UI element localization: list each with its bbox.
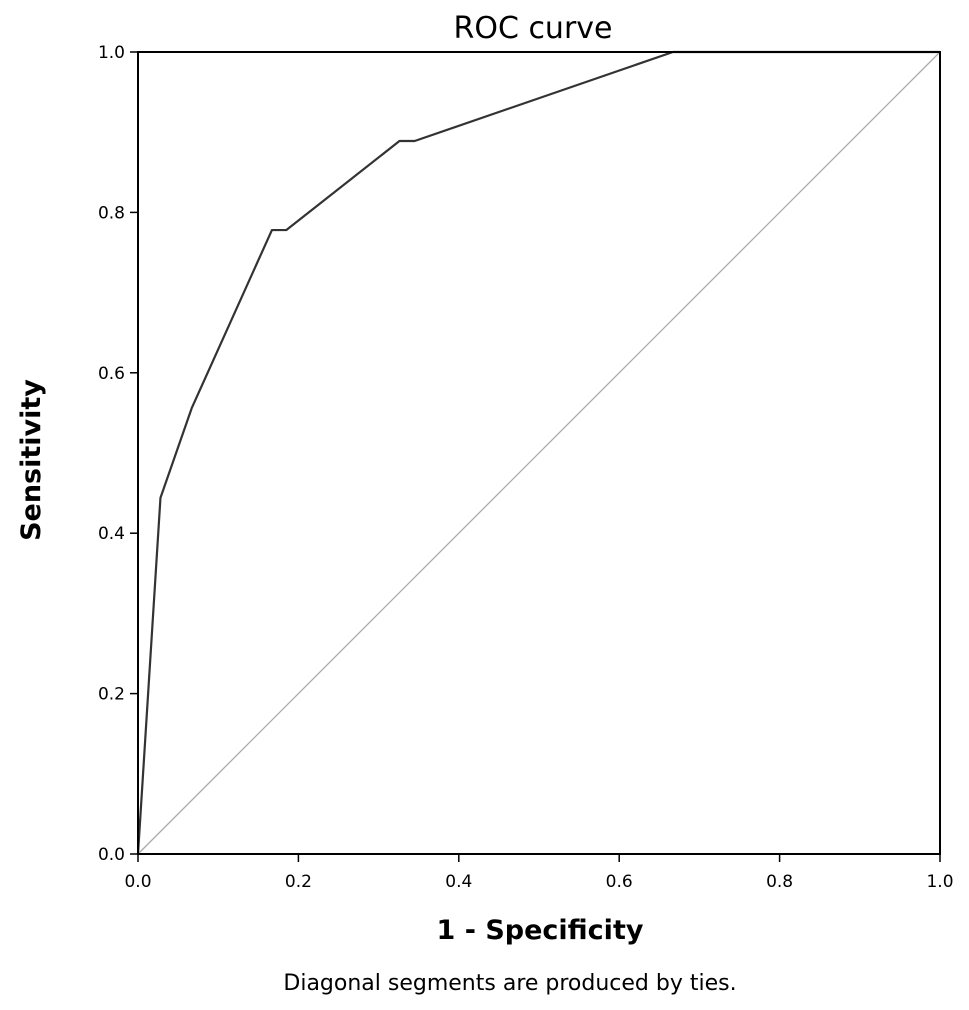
axis-ticks: 0.0 0.2 0.4 0.6 0.8 1.0 0.0 0.2 0.4 0.6 0.8 1.0 <box>98 43 954 892</box>
y-tick-label: 0.0 <box>98 845 125 865</box>
y-tick-label: 0.4 <box>98 524 125 544</box>
x-tick-label: 0.2 <box>285 872 312 892</box>
x-tick-label: 0.8 <box>766 872 793 892</box>
y-tick-label: 0.2 <box>98 685 125 705</box>
plot-area <box>136 50 941 855</box>
y-tick-label: 1.0 <box>98 43 125 63</box>
x-tick-label: 0.6 <box>606 872 633 892</box>
y-tick-label: 0.8 <box>98 203 125 223</box>
y-tick-label: 0.6 <box>98 364 125 384</box>
x-tick-label: 0.0 <box>124 872 151 892</box>
chart-title: ROC curve <box>454 11 613 46</box>
plot-frame <box>137 51 941 855</box>
x-axis-label: 1 - Specificity <box>437 915 644 946</box>
x-tick-label: 1.0 <box>926 872 953 892</box>
footnote: Diagonal segments are produced by ties. <box>283 971 736 996</box>
reference-diagonal-line <box>137 51 941 855</box>
roc-curve-line <box>136 50 940 855</box>
x-tick-label: 0.4 <box>445 872 472 892</box>
y-axis-label: Sensitivity <box>16 379 47 541</box>
